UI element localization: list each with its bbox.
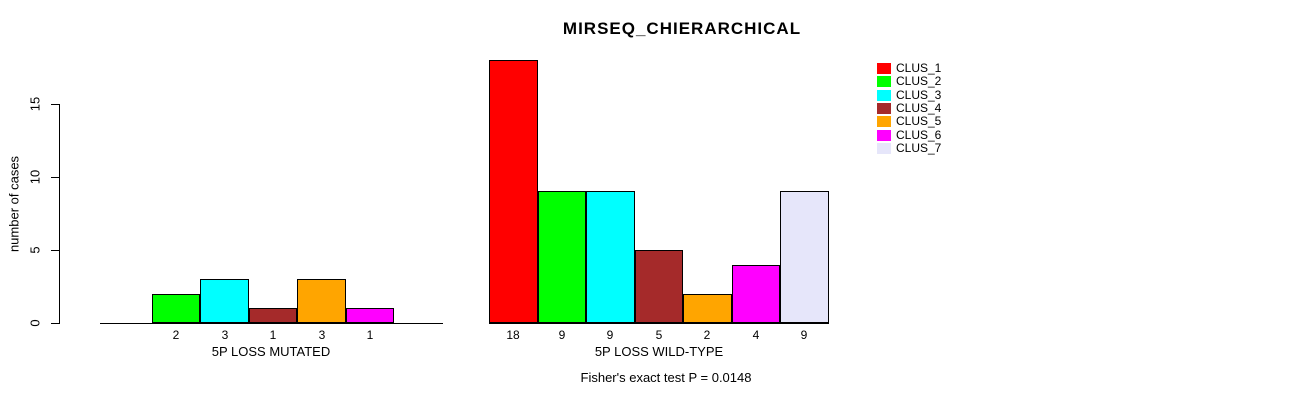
wild-type-bar-clus-3 xyxy=(586,191,635,323)
y-tick-0 xyxy=(51,323,59,324)
legend-swatch-clus-5 xyxy=(877,116,891,128)
y-axis-line xyxy=(59,104,60,324)
y-tick-label-5: 5 xyxy=(27,246,43,254)
mutated-bar-value-clus-4: 1 xyxy=(269,328,277,342)
wild-type-bar-clus-4 xyxy=(635,250,683,323)
wild-type-bar-value-clus-1: 18 xyxy=(506,328,520,342)
legend-swatch-clus-3 xyxy=(877,89,891,101)
x-axis-label-wild-type: 5P LOSS WILD-TYPE xyxy=(594,344,724,359)
mutated-bar-value-clus-2: 2 xyxy=(172,328,180,342)
mutated-bar-clus-4 xyxy=(249,308,297,323)
wild-type-bar-value-clus-7: 9 xyxy=(800,328,808,342)
mutated-bar-clus-3 xyxy=(200,279,249,323)
legend-label: CLUS_1 xyxy=(896,61,942,76)
legend-swatch-clus-7 xyxy=(877,142,891,154)
mutated-bar-value-clus-3: 3 xyxy=(221,328,229,342)
y-tick-label-15: 15 xyxy=(27,96,43,112)
wild-type-bar-clus-6 xyxy=(732,265,780,323)
legend-label: CLUS_3 xyxy=(896,87,942,102)
legend-item-clus-4: CLUS_4 xyxy=(877,102,941,115)
wild-type-bar-value-clus-4: 5 xyxy=(655,328,663,342)
wild-type-bar-clus-5 xyxy=(683,294,732,323)
y-axis-label: number of cases xyxy=(6,155,22,253)
legend-item-clus-1: CLUS_1 xyxy=(877,62,941,75)
legend-label: CLUS_6 xyxy=(896,127,942,142)
wild-type-bar-clus-1 xyxy=(489,60,538,323)
mutated-bar-value-clus-6: 1 xyxy=(366,328,374,342)
wild-type-bar-value-clus-2: 9 xyxy=(558,328,566,342)
y-tick-10 xyxy=(51,177,59,178)
wild-type-bar-clus-7 xyxy=(780,191,829,323)
mutated-bar-clus-2 xyxy=(152,294,200,323)
wild-type-baseline xyxy=(489,323,829,324)
y-tick-15 xyxy=(51,104,59,105)
wild-type-bar-value-clus-6: 4 xyxy=(752,328,760,342)
legend-label: CLUS_2 xyxy=(896,74,942,89)
y-tick-label-10: 10 xyxy=(27,169,43,185)
legend-swatch-clus-6 xyxy=(877,129,891,141)
legend-swatch-clus-4 xyxy=(877,103,891,115)
wild-type-bar-value-clus-5: 2 xyxy=(703,328,711,342)
legend-item-clus-6: CLUS_6 xyxy=(877,128,941,141)
mutated-bar-clus-6 xyxy=(346,308,394,323)
fisher-exact-test-note: Fisher's exact test P = 0.0148 xyxy=(580,370,752,385)
legend-label: CLUS_4 xyxy=(896,101,942,116)
wild-type-bar-value-clus-3: 9 xyxy=(606,328,614,342)
legend-label: CLUS_5 xyxy=(896,114,942,129)
x-axis-label-mutated: 5P LOSS MUTATED xyxy=(211,344,331,359)
mutated-baseline xyxy=(100,323,443,324)
chart-title: MIRSEQ_CHIERARCHICAL xyxy=(562,19,802,38)
legend-item-clus-3: CLUS_3 xyxy=(877,87,942,102)
legend: CLUS_1 CLUS_2 CLUS_3 CLUS_4 CLUS_5 CLUS_6 CLUS… xyxy=(877,62,941,155)
legend-swatch-clus-2 xyxy=(877,76,891,88)
legend-swatch-clus-1 xyxy=(877,63,891,75)
legend-item-clus-5: CLUS_5 xyxy=(877,115,941,128)
legend-item-clus-7: CLUS_7 xyxy=(877,140,942,155)
y-tick-label-0: 0 xyxy=(27,319,43,327)
mutated-bar-value-clus-5: 3 xyxy=(318,328,326,342)
legend-label: CLUS_7 xyxy=(896,140,942,155)
legend-item-clus-2: CLUS_2 xyxy=(877,75,941,88)
mutated-bar-clus-5 xyxy=(297,279,346,323)
wild-type-bar-clus-2 xyxy=(538,191,586,323)
y-tick-5 xyxy=(51,250,59,251)
